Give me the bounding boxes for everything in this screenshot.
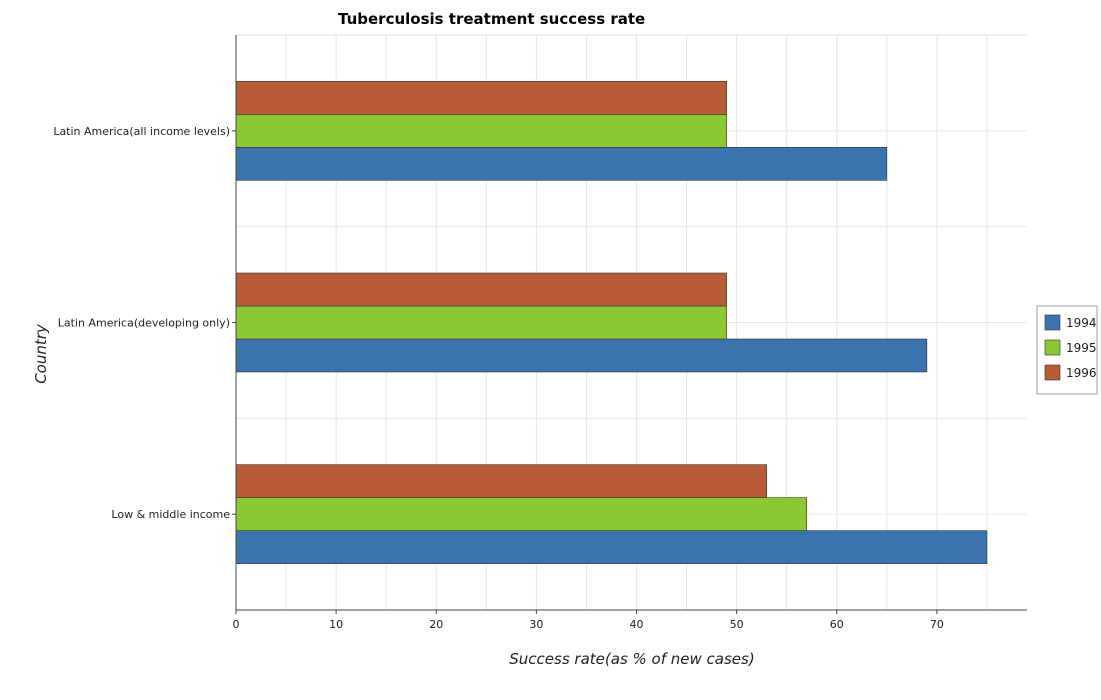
tick-labels: Latin America(all income levels) Latin Am…	[53, 125, 944, 631]
legend-label-1994: 1994	[1066, 316, 1097, 330]
bar-1994-2	[235, 530, 988, 564]
bar-1996-1	[235, 272, 727, 307]
bar-1996-2	[235, 464, 767, 498]
bar-1995-1	[235, 305, 727, 340]
bars	[235, 81, 988, 564]
legend-swatch-1994	[1044, 314, 1061, 331]
bar-1994-1	[235, 338, 928, 373]
y-axis-label: Country	[32, 323, 50, 384]
bar-1995-0	[235, 114, 727, 148]
x-axis-label: Success rate(as % of new cases)	[509, 650, 754, 668]
legend: 1994 1995 1996	[1036, 305, 1098, 395]
bar-1994-0	[235, 147, 888, 181]
axes	[232, 35, 1027, 614]
x-tick-label: 40	[630, 618, 644, 631]
y-tick-label: Low & middle income	[111, 508, 230, 521]
x-tick-label: 10	[329, 618, 343, 631]
legend-label-1995: 1995	[1066, 341, 1097, 355]
x-tick-label: 0	[233, 618, 240, 631]
chart-title: Tuberculosis treatment success rate	[338, 10, 645, 28]
x-tick-label: 60	[830, 618, 844, 631]
bar-1995-2	[235, 497, 808, 531]
legend-swatch-1995	[1044, 339, 1061, 356]
y-tick-label: Latin America(developing only)	[58, 317, 230, 330]
x-tick-label: 30	[529, 618, 543, 631]
x-tick-label: 70	[930, 618, 944, 631]
legend-swatch-1996	[1044, 364, 1061, 381]
y-tick-label: Latin America(all income levels)	[53, 125, 230, 138]
x-tick-label: 50	[730, 618, 744, 631]
legend-label-1996: 1996	[1066, 366, 1097, 380]
bar-1996-0	[235, 81, 727, 115]
x-tick-label: 20	[429, 618, 443, 631]
